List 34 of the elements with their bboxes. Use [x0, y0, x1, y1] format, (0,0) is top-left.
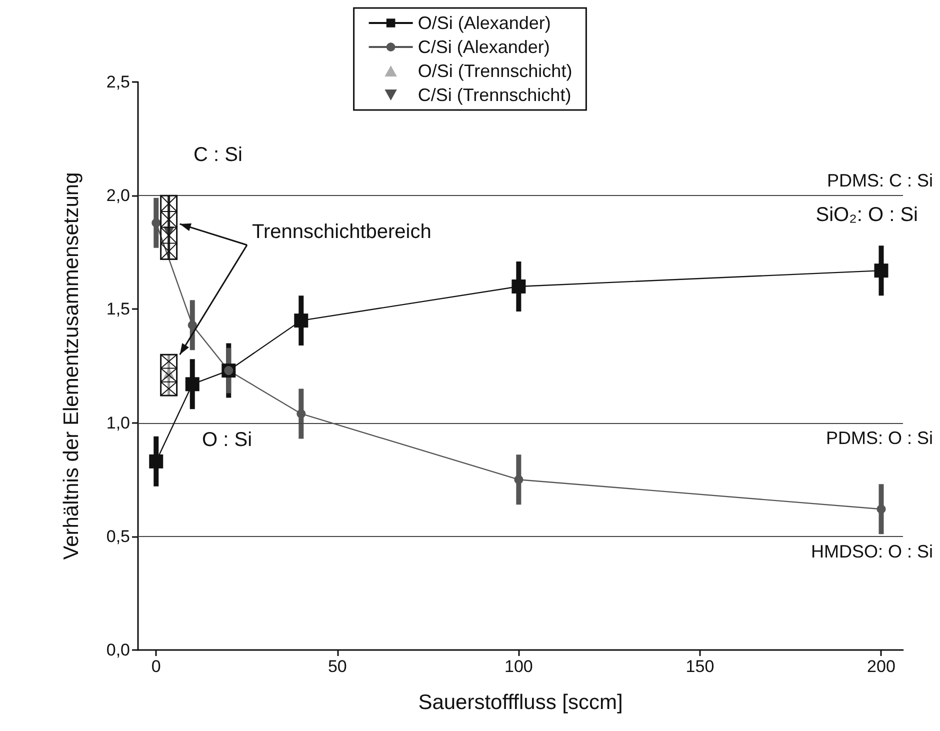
ref-line-label: PDMS: O : Si [826, 428, 933, 448]
annotation: C : Si [194, 144, 242, 166]
ref-line-label: HMDSO: O : Si [810, 541, 933, 562]
y-tick-label: 0,5 [106, 526, 130, 546]
point [512, 279, 526, 294]
legend-label: O/Si (Trennschicht) [418, 61, 572, 81]
x-tick-label: 150 [686, 657, 714, 676]
y-tick-label: 1,0 [106, 413, 130, 432]
point [149, 454, 164, 468]
point [874, 264, 888, 278]
y-tick-label: 2,0 [106, 186, 130, 206]
annotation: Trennschichtbereich [252, 221, 432, 243]
legend-label: O/Si (Alexander) [418, 13, 551, 33]
y-axis-title: Verhältnis der Elementzusammensetzung [60, 172, 83, 560]
point [185, 377, 200, 392]
point [152, 218, 161, 228]
point [514, 475, 524, 484]
y-tick-label: 2,5 [106, 72, 130, 92]
x-tick-label: 100 [504, 657, 533, 676]
legend-label: C/Si (Alexander) [418, 37, 550, 57]
legend-label: C/Si (Trennschicht) [418, 85, 572, 105]
annotation: O : Si [202, 429, 252, 451]
x-axis-title: Sauerstofffluss [sccm] [418, 691, 623, 714]
annotation: SiO₂: O : Si [816, 204, 918, 226]
point [296, 409, 306, 418]
point [294, 314, 308, 328]
x-tick-label: 0 [151, 657, 161, 676]
x-tick-label: 50 [328, 657, 347, 676]
y-tick-label: 0,0 [106, 640, 130, 660]
ref-line-label: PDMS: C : Si [826, 170, 933, 191]
y-tick-label: 1,5 [106, 300, 130, 319]
point [876, 504, 886, 514]
point [188, 320, 197, 330]
x-tick-label: 200 [867, 657, 896, 676]
